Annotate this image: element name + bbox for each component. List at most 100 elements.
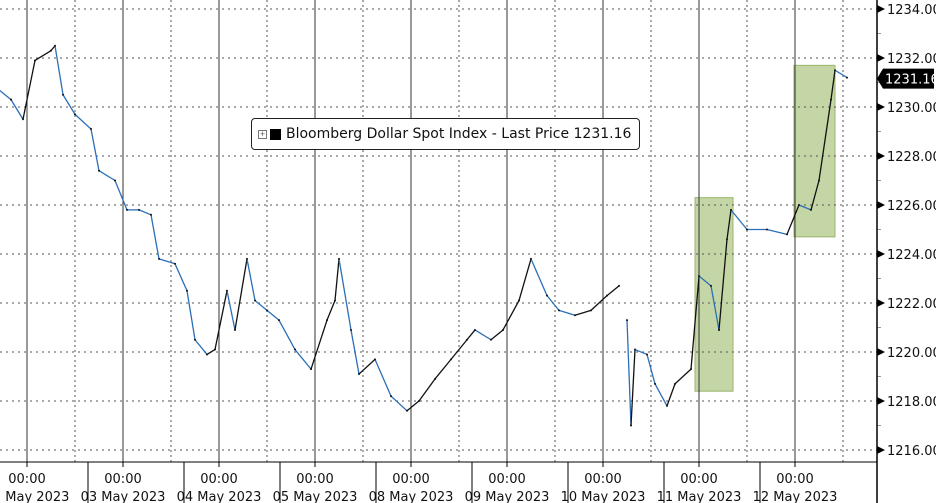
data-point [646, 353, 648, 356]
legend-swatch [270, 128, 281, 140]
price-segment [186, 290, 196, 340]
price-segment [490, 329, 504, 341]
data-point [718, 328, 720, 331]
data-point [450, 358, 452, 361]
price-segment [654, 383, 668, 407]
price-segment [90, 128, 100, 171]
price-segment [194, 339, 208, 355]
data-point [654, 382, 656, 385]
y-tick [877, 103, 885, 111]
y-tick-label: 1226.00 [887, 199, 936, 214]
data-point [390, 395, 392, 398]
price-segment [310, 319, 328, 370]
data-point [466, 338, 468, 341]
price-segment [114, 180, 128, 211]
data-point [62, 93, 64, 96]
price-segment [418, 378, 436, 402]
x-tick-date: 12 May 2023 [753, 490, 838, 503]
y-tick [877, 201, 885, 209]
x-tick-date: 10 May 2023 [561, 490, 646, 503]
price-segment [294, 349, 312, 370]
data-point [310, 368, 312, 371]
x-tick-date: 09 May 2023 [465, 490, 550, 503]
price-segment [558, 309, 576, 316]
price-segment [518, 258, 532, 301]
data-point [358, 373, 360, 376]
price-segment [74, 113, 92, 130]
price-segment [718, 239, 728, 331]
data-point [558, 309, 560, 312]
price-segment [10, 99, 24, 120]
price-segment [474, 329, 492, 341]
x-tick-time: 00:00 [8, 472, 45, 487]
data-point [834, 69, 836, 72]
y-tick [877, 5, 885, 13]
price-segment [246, 258, 256, 301]
price-segment [234, 258, 248, 331]
data-point [234, 328, 236, 331]
data-point [158, 257, 160, 260]
y-tick-label: 1224.00 [887, 248, 936, 263]
legend-label: Bloomberg Dollar Spot Index - Last Price [286, 126, 570, 142]
x-tick-time: 00:00 [680, 472, 717, 487]
y-tick-label: 1216.00 [887, 444, 936, 459]
data-point [574, 314, 576, 317]
price-segment [674, 368, 692, 385]
data-point [710, 284, 712, 287]
price-segment [810, 180, 820, 211]
data-point [434, 377, 436, 380]
price-segment [214, 290, 228, 350]
data-point [590, 309, 592, 312]
data-point [206, 353, 208, 356]
data-point [74, 113, 76, 116]
data-point [810, 208, 812, 211]
price-segment [150, 214, 160, 260]
price-segment [606, 285, 620, 297]
price-segment [54, 45, 64, 95]
price-segment [818, 99, 832, 181]
price-segment [530, 258, 548, 296]
data-point [34, 59, 36, 62]
data-point [818, 179, 820, 182]
price-segment [266, 309, 280, 321]
price-segment [338, 258, 352, 331]
data-point [798, 204, 800, 206]
last-price-tag [877, 68, 934, 89]
data-point [22, 118, 24, 121]
price-segment [158, 258, 176, 265]
x-tick-date: 02 May 2023 [0, 490, 69, 503]
x-tick-date: 05 May 2023 [273, 490, 358, 503]
x-tick-date: 03 May 2023 [81, 490, 166, 503]
price-segment [710, 285, 720, 331]
data-point [150, 213, 152, 216]
legend-value: 1231.16 [573, 126, 632, 142]
data-point [194, 338, 196, 341]
y-tick [877, 446, 885, 454]
price-segment [0, 89, 12, 101]
y-tick [877, 250, 885, 258]
price-segment [374, 359, 392, 397]
expand-icon[interactable]: + [258, 129, 267, 139]
data-point [846, 76, 848, 79]
data-point [626, 319, 628, 322]
price-segment [590, 295, 608, 311]
y-tick-label: 1222.00 [887, 297, 936, 312]
price-segment [334, 258, 340, 301]
price-segment [726, 209, 732, 240]
y-tick [877, 348, 885, 356]
data-point [618, 284, 620, 287]
data-point [266, 309, 268, 312]
price-segment [546, 295, 560, 311]
data-point [114, 179, 116, 182]
data-point [474, 328, 476, 331]
x-tick-time: 00:00 [488, 472, 525, 487]
data-point [502, 328, 504, 331]
y-tick-label: 1228.00 [887, 150, 936, 165]
data-point [518, 299, 520, 302]
y-tick [877, 54, 885, 62]
price-segment [766, 228, 788, 236]
data-point [338, 257, 340, 260]
data-point [698, 275, 700, 278]
